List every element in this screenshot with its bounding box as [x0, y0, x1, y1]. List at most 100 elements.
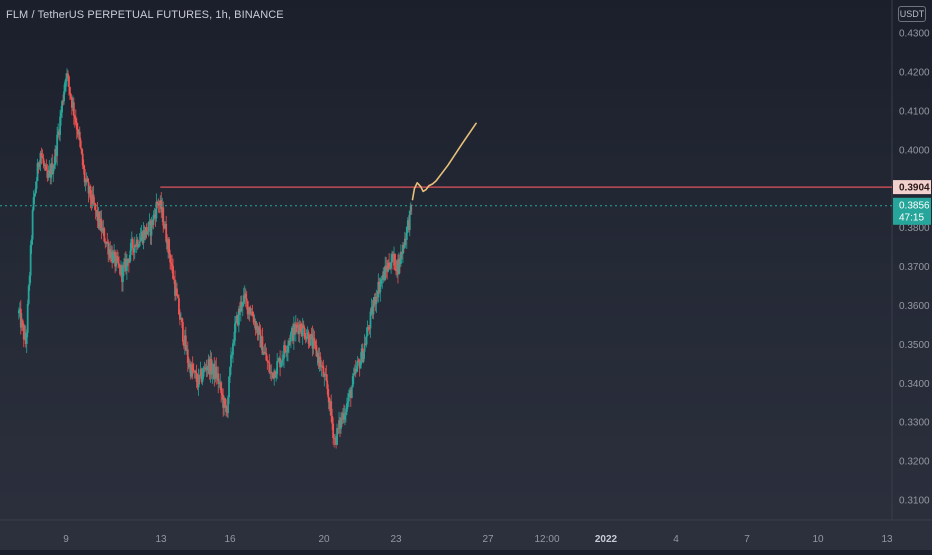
candle-body	[219, 382, 222, 384]
candle-body	[179, 314, 181, 320]
candle-body	[368, 328, 371, 330]
countdown-label: 47:15	[899, 212, 924, 223]
candle-body	[409, 204, 412, 211]
candle-body	[276, 361, 279, 375]
symbol-title[interactable]: FLM / TetherUS PERPETUAL FUTURES, 1h, BI…	[6, 9, 284, 21]
candle-body	[377, 281, 380, 298]
candle-body	[247, 307, 250, 315]
candle-body	[312, 338, 315, 349]
candle-body	[364, 343, 367, 345]
candle-body	[275, 374, 278, 378]
candle-body	[83, 168, 86, 183]
candle-body	[309, 334, 312, 346]
candle-body	[118, 263, 120, 265]
candle-body	[81, 153, 84, 166]
time-axis[interactable]: 9 13 16 20 23 27 12:00 2022 4 7 10 13	[63, 534, 893, 545]
candle-body	[205, 368, 208, 371]
candle-body	[50, 163, 53, 178]
candle-body	[201, 376, 204, 382]
currency-button[interactable]: USDT	[898, 6, 926, 22]
candle-body	[71, 102, 74, 108]
candle-body	[114, 251, 117, 267]
candle-body	[170, 262, 172, 264]
candle-body	[246, 300, 249, 315]
candle-body	[53, 164, 56, 169]
candle-body	[320, 365, 323, 368]
candle-body	[169, 253, 172, 263]
y-tick-label: 0.3500	[899, 340, 930, 351]
candle-body	[176, 288, 178, 296]
candle-body	[55, 149, 58, 156]
candle-body	[321, 365, 324, 367]
candle-body	[106, 241, 109, 243]
candle-body	[286, 351, 288, 353]
candle-body	[214, 366, 217, 379]
candle-body	[353, 368, 356, 374]
candle-body	[158, 204, 161, 206]
candle-body	[217, 373, 220, 384]
candle-body	[73, 115, 76, 119]
last-price-label: 0.3856	[899, 200, 930, 211]
candle-body	[139, 236, 142, 242]
candle-body	[341, 417, 343, 420]
candle-body	[182, 341, 185, 346]
candle-body	[253, 320, 256, 323]
candle-body	[335, 438, 337, 445]
candle-body	[380, 279, 383, 284]
candle-body	[239, 301, 242, 313]
candle-body	[288, 340, 290, 346]
candle-body	[220, 382, 223, 393]
candle-body	[360, 348, 363, 361]
candle-body	[210, 358, 213, 375]
candle-body	[325, 374, 328, 381]
projection-drawing[interactable]	[411, 122, 477, 201]
candle-body	[159, 200, 162, 206]
candle-body	[242, 295, 245, 303]
candle-body	[305, 336, 308, 340]
candle-body	[350, 387, 353, 399]
candle-body	[101, 227, 104, 232]
candle-body	[165, 224, 168, 242]
candle-body	[75, 123, 78, 130]
candle-body	[310, 334, 313, 336]
x-tick-label: 12:00	[534, 534, 559, 545]
candle-body	[43, 163, 46, 166]
candle-body	[333, 438, 336, 439]
candle-body	[259, 329, 262, 348]
candle-body	[287, 345, 289, 352]
candle-body	[215, 366, 218, 379]
candle-body	[76, 129, 79, 135]
candle-body	[98, 212, 101, 229]
candle-body	[172, 265, 174, 279]
candle-body	[403, 238, 406, 248]
candle-body	[51, 163, 54, 175]
candle-body	[57, 131, 60, 135]
candle-body	[241, 302, 244, 307]
candle-body	[231, 354, 233, 356]
candle-body	[145, 227, 148, 235]
candle-body	[329, 401, 332, 410]
price-axis[interactable]: 0.4300 0.4200 0.4100 0.4000 0.3800 0.3700 0.36…	[899, 29, 930, 507]
candle-body	[273, 370, 276, 379]
candle-body	[252, 316, 255, 323]
candle-body	[20, 320, 23, 328]
candle-body	[392, 253, 394, 261]
candle-body	[382, 271, 385, 279]
candle-body	[356, 360, 359, 366]
candle-body	[315, 345, 318, 357]
candle-body	[127, 259, 130, 263]
candle-body	[284, 345, 286, 351]
candle-body	[390, 262, 392, 269]
candle-body	[338, 420, 340, 429]
candle-body	[393, 253, 395, 261]
candle-body	[318, 356, 321, 363]
x-tick-label: 7	[744, 534, 750, 545]
candle-body	[302, 324, 305, 329]
candle-body	[17, 310, 20, 314]
candle-body	[342, 413, 344, 420]
candle-body	[103, 228, 106, 242]
candle-body	[92, 194, 95, 203]
candle-body	[407, 220, 410, 231]
